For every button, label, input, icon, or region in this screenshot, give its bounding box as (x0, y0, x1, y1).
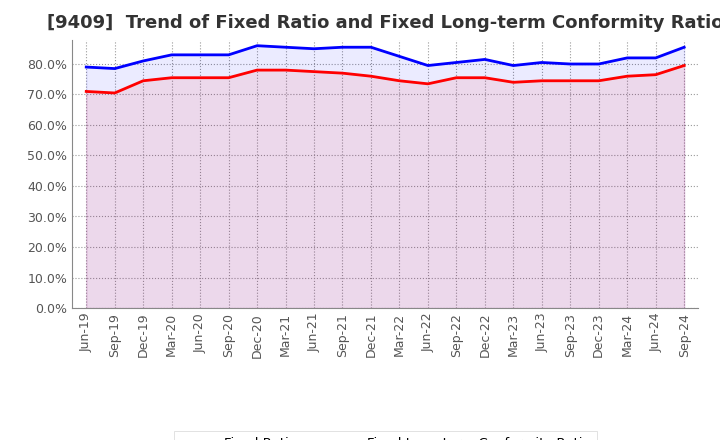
Fixed Ratio (680, 44, 688, 50)
Fixed Ratio (452, 60, 461, 65)
Fixed Long-term Conformity Ratio (680, 63, 688, 68)
Title: [9409]  Trend of Fixed Ratio and Fixed Long-term Conformity Ratio: [9409] Trend of Fixed Ratio and Fixed Lo… (47, 15, 720, 33)
Fixed Long-term Conformity Ratio (282, 67, 290, 73)
Fixed Ratio (139, 59, 148, 64)
Fixed Long-term Conformity Ratio (452, 75, 461, 81)
Fixed Long-term Conformity Ratio (253, 67, 261, 73)
Fixed Long-term Conformity Ratio (537, 78, 546, 84)
Fixed Long-term Conformity Ratio (110, 90, 119, 95)
Fixed Long-term Conformity Ratio (623, 73, 631, 79)
Fixed Long-term Conformity Ratio (167, 75, 176, 81)
Fixed Long-term Conformity Ratio (82, 89, 91, 94)
Fixed Long-term Conformity Ratio (395, 78, 404, 84)
Fixed Long-term Conformity Ratio (366, 73, 375, 79)
Fixed Long-term Conformity Ratio (595, 78, 603, 84)
Fixed Ratio (652, 55, 660, 61)
Line: Fixed Ratio: Fixed Ratio (86, 46, 684, 69)
Fixed Ratio (480, 57, 489, 62)
Fixed Ratio (623, 55, 631, 61)
Fixed Long-term Conformity Ratio (310, 69, 318, 74)
Fixed Ratio (110, 66, 119, 71)
Fixed Ratio (310, 46, 318, 51)
Fixed Long-term Conformity Ratio (509, 80, 518, 85)
Fixed Long-term Conformity Ratio (566, 78, 575, 84)
Fixed Ratio (423, 63, 432, 68)
Fixed Ratio (595, 61, 603, 66)
Fixed Long-term Conformity Ratio (139, 78, 148, 84)
Fixed Ratio (253, 43, 261, 48)
Fixed Ratio (338, 44, 347, 50)
Fixed Ratio (537, 60, 546, 65)
Fixed Ratio (225, 52, 233, 58)
Fixed Long-term Conformity Ratio (196, 75, 204, 81)
Fixed Ratio (282, 44, 290, 50)
Line: Fixed Long-term Conformity Ratio: Fixed Long-term Conformity Ratio (86, 66, 684, 93)
Fixed Long-term Conformity Ratio (225, 75, 233, 81)
Legend: Fixed Ratio, Fixed Long-term Conformity Ratio: Fixed Ratio, Fixed Long-term Conformity … (174, 431, 597, 440)
Fixed Ratio (82, 64, 91, 70)
Fixed Ratio (395, 54, 404, 59)
Fixed Long-term Conformity Ratio (338, 70, 347, 76)
Fixed Long-term Conformity Ratio (480, 75, 489, 81)
Fixed Ratio (509, 63, 518, 68)
Fixed Ratio (366, 44, 375, 50)
Fixed Ratio (566, 61, 575, 66)
Fixed Long-term Conformity Ratio (652, 72, 660, 77)
Fixed Long-term Conformity Ratio (423, 81, 432, 87)
Fixed Ratio (196, 52, 204, 58)
Fixed Ratio (167, 52, 176, 58)
